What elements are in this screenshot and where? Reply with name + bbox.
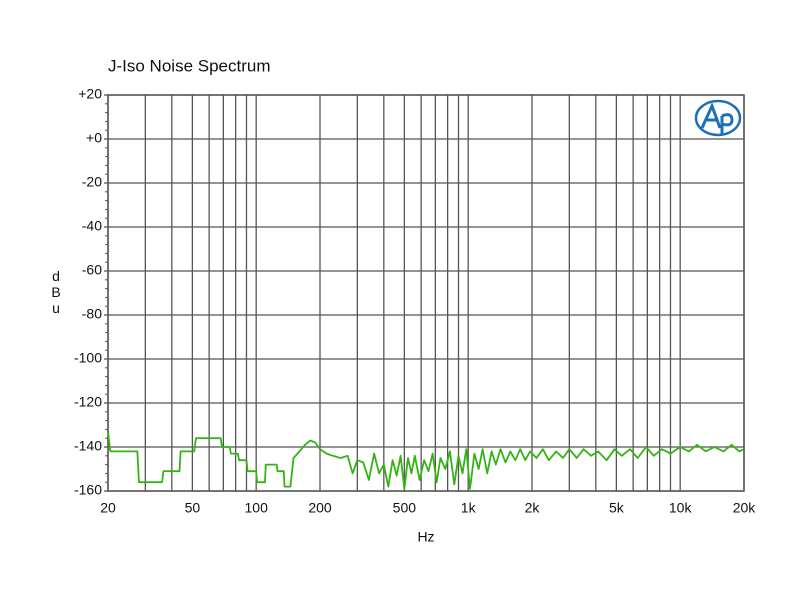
x-tick-label: 20 [100,500,116,516]
y-tick-label: -120 [74,394,102,410]
x-tick-label: 200 [308,500,332,516]
y-tick-label: -20 [82,174,102,190]
x-tick-label: 100 [245,500,269,516]
series-line [107,431,745,490]
y-tick-label: -80 [82,306,102,322]
x-tick-label: 50 [185,500,201,516]
x-tick-label: 2k [525,500,541,516]
y-tick-label: +0 [86,130,102,146]
logo [694,99,742,137]
x-tick-label: 20k [733,500,757,516]
x-tick-label: 500 [393,500,417,516]
y-axis-label: dBu [51,268,61,316]
x-tick-label: 1k [461,500,477,516]
y-tick-label: -160 [74,482,102,498]
y-tick-label: -60 [82,262,102,278]
plot-frame [107,94,745,492]
x-axis-label: Hz [417,529,434,545]
y-tick-label: +20 [78,86,102,102]
y-tick-label: -140 [74,438,102,454]
x-tick-label: 10k [669,500,693,516]
x-tick-label: 5k [609,500,625,516]
y-tick-label: -40 [82,218,102,234]
y-tick-label: -100 [74,350,102,366]
chart-title: J-Iso Noise Spectrum [108,56,271,75]
